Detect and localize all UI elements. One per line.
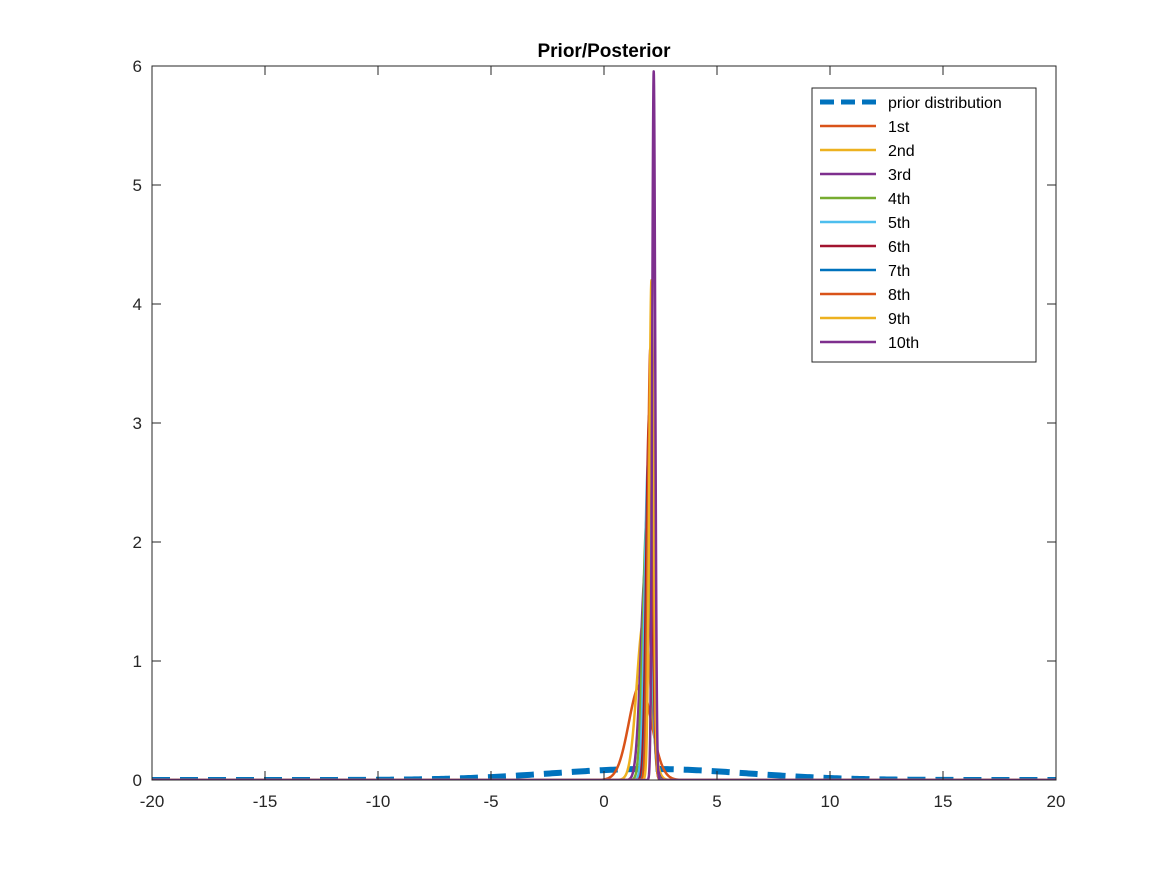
legend-label: 2nd (888, 143, 915, 160)
axes: -20 -15 -10 -5 0 5 10 15 20 0 1 2 3 4 5 6 (133, 57, 1066, 811)
legend-label: 9th (888, 311, 910, 328)
legend-label: 8th (888, 287, 910, 304)
legend-label: 1st (888, 119, 910, 136)
legend-label: 10th (888, 335, 919, 352)
legend-label: prior distribution (888, 95, 1002, 112)
y-tick-label: 1 (133, 652, 142, 671)
legend-label: 7th (888, 263, 910, 280)
x-tick-label: -10 (366, 792, 391, 811)
y-tick-label: 6 (133, 57, 142, 76)
legend-label: 3rd (888, 167, 911, 184)
legend: prior distribution 1st 2nd 3rd 4th 5th 6th 7th 8… (811, 87, 1037, 363)
legend-label: 6th (888, 239, 910, 256)
y-tick-label: 3 (133, 414, 142, 433)
legend-box (811, 87, 1037, 363)
chart-title: Prior/Posterior (537, 41, 671, 62)
y-tick-label: 0 (133, 771, 142, 790)
x-tick-label: -15 (253, 792, 278, 811)
y-tick-label: 2 (133, 533, 142, 552)
x-tick-label: 15 (934, 792, 953, 811)
x-tick-label: -5 (483, 792, 498, 811)
x-tick-label: 10 (821, 792, 840, 811)
x-tick-label: 20 (1047, 792, 1066, 811)
x-tick-label: 0 (599, 792, 608, 811)
x-tick-label: 5 (712, 792, 721, 811)
legend-label: 5th (888, 215, 910, 232)
legend-label: 4th (888, 191, 910, 208)
y-tick-label: 5 (133, 176, 142, 195)
x-tick-label: -20 (140, 792, 165, 811)
y-tick-label: 4 (133, 295, 142, 314)
